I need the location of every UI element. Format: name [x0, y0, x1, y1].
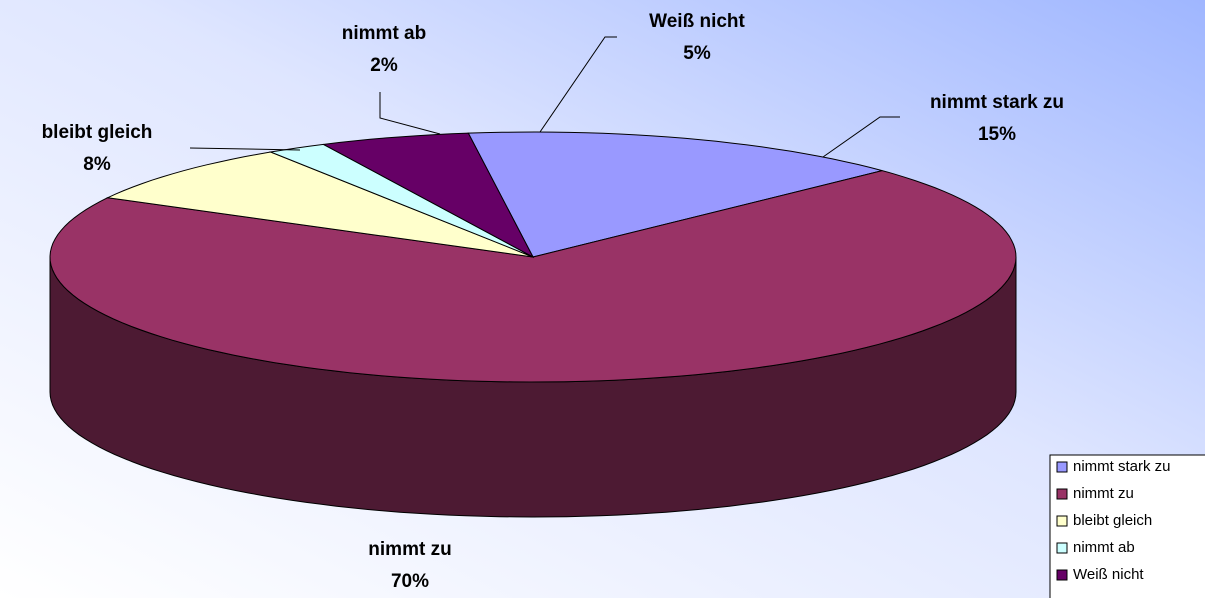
- data-label-value: 8%: [83, 154, 111, 175]
- legend-swatch: [1056, 542, 1068, 554]
- legend-label: nimmt zu: [1073, 485, 1134, 502]
- legend-label: bleibt gleich: [1073, 512, 1152, 529]
- data-labels: nimmt stark zu 15% nimmt zu 70% bleibt gleic…: [42, 11, 1064, 592]
- data-label-name: nimmt stark zu: [930, 92, 1064, 113]
- legend-swatch: [1056, 515, 1068, 527]
- legend-label: Weiß nicht: [1073, 566, 1144, 583]
- legend-swatch: [1056, 461, 1068, 473]
- slice: [105, 151, 534, 258]
- data-label-name: nimmt zu: [368, 539, 451, 560]
- pie: [49, 131, 1017, 518]
- legend-label: nimmt ab: [1073, 539, 1135, 556]
- legend-label: nimmt stark zu: [1073, 458, 1171, 475]
- data-label-name: bleibt gleich: [42, 122, 153, 143]
- legend-swatch: [1056, 488, 1068, 500]
- slice: [467, 131, 883, 258]
- data-label-value: 5%: [683, 43, 711, 64]
- leader-line: [189, 147, 301, 151]
- legend-swatch: [1056, 569, 1068, 581]
- leader-line: [539, 36, 617, 133]
- data-label-value: 15%: [978, 124, 1016, 145]
- data-label-value: 70%: [391, 571, 429, 592]
- data-label-name: Weiß nicht: [649, 11, 745, 32]
- legend: nimmt stark zu nimmt zu bleibt gleich nimmt…: [1049, 454, 1205, 598]
- data-label-name: nimmt ab: [342, 23, 426, 44]
- leader-line: [822, 116, 900, 158]
- slice: [321, 132, 535, 259]
- data-label-value: 2%: [370, 55, 398, 76]
- legend-box: [1049, 454, 1205, 598]
- leader-line: [379, 92, 441, 135]
